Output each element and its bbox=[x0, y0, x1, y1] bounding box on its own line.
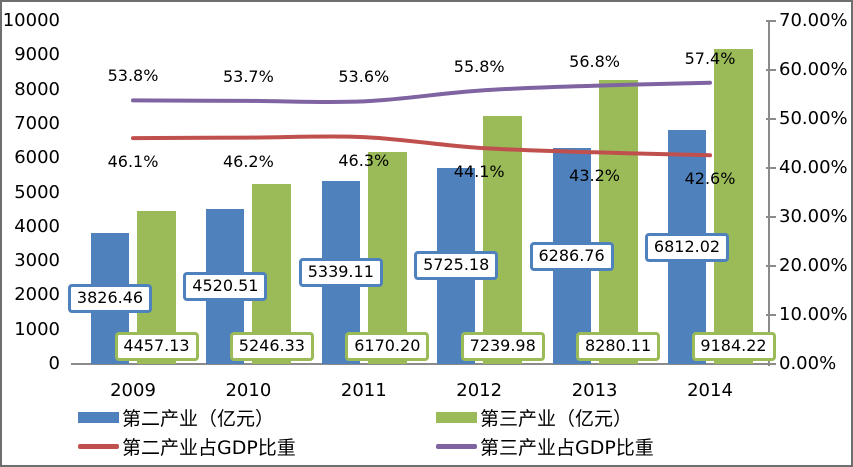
left-axis-tick-label: 4000 bbox=[14, 215, 60, 237]
bar-data-label-2011: 6170.20 bbox=[345, 331, 430, 361]
legend-item-secondary-gdp-share-line: 第二产业占GDP比重 bbox=[78, 435, 296, 459]
right-axis-tick-mark bbox=[766, 69, 776, 71]
bar-data-label-2013: 6286.76 bbox=[529, 241, 614, 271]
line-data-label-2014: 57.4% bbox=[684, 48, 736, 68]
legend-item-tertiary-industry-bar: 第三产业（亿元） bbox=[436, 406, 633, 430]
right-axis-tick-label: 70.00% bbox=[779, 10, 848, 31]
legend-swatch-tertiary-gdp-share-line bbox=[436, 443, 477, 449]
line-data-label-2009: 53.8% bbox=[107, 66, 159, 86]
line-data-label-2013: 43.2% bbox=[569, 166, 620, 186]
left-axis-tick-label: 0 bbox=[48, 353, 60, 374]
bar-data-label-2009: 4457.13 bbox=[114, 331, 199, 361]
legend-item-tertiary-gdp-share-line: 第三产业占GDP比重 bbox=[436, 435, 654, 459]
left-axis-tick-label: 8000 bbox=[14, 78, 60, 100]
left-axis-tick-label: 6000 bbox=[14, 147, 60, 169]
left-axis-tick-label: 7000 bbox=[14, 112, 60, 134]
right-axis-tick-mark bbox=[766, 167, 776, 169]
x-axis-label-2012: 2012 bbox=[456, 380, 503, 401]
x-axis-label-2009: 2009 bbox=[110, 380, 156, 401]
x-axis-label-2014: 2014 bbox=[687, 380, 733, 401]
bar-data-label-2011: 5339.11 bbox=[298, 257, 383, 287]
bar-data-label-2013: 8280.11 bbox=[576, 331, 661, 361]
right-axis-tick-mark bbox=[766, 314, 776, 316]
x-axis-line bbox=[71, 363, 776, 365]
line-data-label-2011: 53.6% bbox=[338, 67, 390, 87]
right-axis-tick-label: 0.00% bbox=[779, 353, 837, 374]
line-data-label-2013: 56.8% bbox=[569, 51, 620, 71]
left-axis-tick-label: 3000 bbox=[14, 250, 60, 272]
left-axis-tick-label: 10000 bbox=[2, 10, 60, 31]
left-axis-tick-label: 2000 bbox=[14, 284, 60, 306]
bar-data-label-2010: 5246.33 bbox=[229, 331, 314, 361]
right-axis-line bbox=[768, 21, 770, 366]
line-data-label-2012: 44.1% bbox=[453, 161, 505, 181]
right-axis-tick-label: 40.00% bbox=[779, 157, 848, 178]
bar-data-label-2014: 6812.02 bbox=[645, 232, 729, 262]
legend-item-secondary-industry-bar: 第二产业（亿元） bbox=[78, 406, 275, 430]
legend-label-tertiary-industry-bar: 第三产业（亿元） bbox=[480, 407, 633, 430]
bar-data-label-2012: 5725.18 bbox=[414, 251, 499, 281]
right-axis-tick-mark bbox=[766, 20, 776, 22]
legend-swatch-secondary-industry-bar bbox=[78, 411, 119, 423]
line-data-label-2010: 53.7% bbox=[222, 66, 274, 86]
right-axis-tick-mark bbox=[766, 118, 776, 120]
left-axis-tick-label: 1000 bbox=[14, 318, 60, 340]
legend-swatch-secondary-gdp-share-line bbox=[78, 443, 119, 449]
line-data-label-2014: 42.6% bbox=[684, 169, 736, 189]
legend-label-secondary-gdp-share-line: 第二产业占GDP比重 bbox=[122, 436, 296, 459]
right-axis-tick-label: 20.00% bbox=[779, 255, 848, 276]
x-axis-label-2013: 2013 bbox=[571, 380, 618, 401]
right-axis-tick-label: 50.00% bbox=[779, 108, 848, 129]
right-axis-tick-label: 30.00% bbox=[779, 206, 848, 227]
left-axis-tick-label: 9000 bbox=[14, 44, 60, 66]
line-data-label-2009: 46.1% bbox=[107, 152, 159, 172]
line-data-label-2011: 46.3% bbox=[338, 151, 390, 171]
bar-series2-2014 bbox=[714, 48, 753, 364]
bar-data-label-2014: 9184.22 bbox=[691, 331, 776, 361]
x-axis-label-2010: 2010 bbox=[225, 380, 272, 401]
bar-data-label-2010: 4520.51 bbox=[183, 271, 268, 301]
right-axis-tick-label: 10.00% bbox=[779, 304, 848, 325]
legend-label-tertiary-gdp-share-line: 第三产业占GDP比重 bbox=[480, 436, 654, 459]
bar-data-label-2009: 3826.46 bbox=[68, 283, 152, 313]
right-axis-tick-mark bbox=[766, 216, 776, 218]
line-data-label-2010: 46.2% bbox=[222, 151, 274, 171]
legend-swatch-tertiary-industry-bar bbox=[436, 411, 477, 423]
bar-series2-2013 bbox=[598, 79, 638, 364]
bar-data-label-2012: 7239.98 bbox=[460, 331, 545, 361]
x-axis-label-2011: 2011 bbox=[340, 380, 387, 401]
right-axis-tick-mark bbox=[766, 265, 776, 267]
right-axis-tick-label: 60.00% bbox=[779, 59, 848, 80]
legend-label-secondary-industry-bar: 第二产业（亿元） bbox=[122, 407, 275, 430]
left-axis-tick-label: 5000 bbox=[14, 181, 60, 203]
line-data-label-2012: 55.8% bbox=[453, 56, 505, 76]
